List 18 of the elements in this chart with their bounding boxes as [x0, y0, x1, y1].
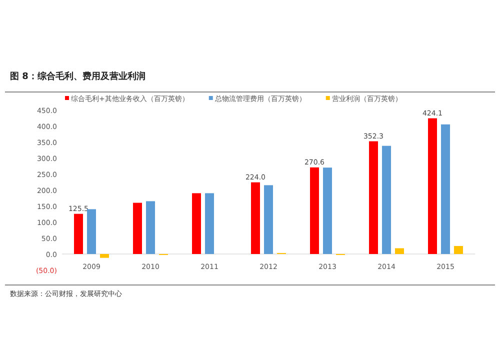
bar — [441, 124, 450, 254]
bar — [454, 246, 463, 254]
bar — [310, 167, 319, 254]
bar — [251, 182, 260, 254]
bar — [264, 185, 273, 254]
bar — [323, 168, 332, 254]
bar — [369, 141, 378, 254]
bar — [205, 193, 214, 254]
bar — [428, 118, 437, 254]
bar — [146, 201, 155, 254]
bar — [100, 254, 109, 258]
bar — [192, 193, 201, 254]
bar — [74, 214, 83, 254]
bar — [133, 202, 142, 254]
chart-title: 图 8：综合毛利、费用及营业利润 — [10, 71, 146, 82]
bar — [87, 209, 96, 254]
bar — [395, 248, 404, 254]
bar — [382, 146, 391, 254]
